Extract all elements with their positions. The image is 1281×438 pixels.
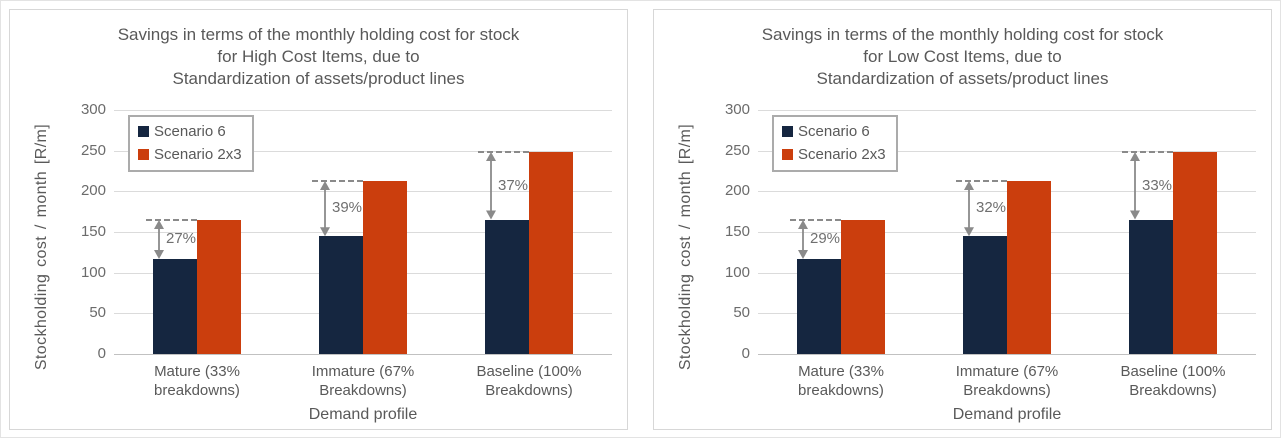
gridline-250 (114, 150, 612, 152)
bar-scenario6-2 (319, 236, 363, 354)
savings-label-3: 33% (1142, 177, 1173, 195)
legend-label: Scenario 6 (798, 123, 870, 140)
bar-scenario2x3-3 (1173, 152, 1217, 354)
gridline-250 (758, 150, 1256, 152)
chart-panel-high-cost: Savings in terms of the monthly holding … (9, 9, 628, 430)
chart-title-line: Standardization of assets/product lines (172, 69, 465, 88)
savings-arrow-3 (1130, 152, 1140, 220)
y-tick-label-200: 200 (724, 182, 750, 200)
legend-marker-icon (782, 126, 793, 137)
savings-arrow-2 (320, 180, 330, 237)
x-axis-tick-labels: Mature (33% breakdowns) Immature (67% Br… (114, 362, 612, 400)
legend-label: Scenario 2x3 (798, 146, 886, 163)
x-axis-title: Demand profile (308, 406, 418, 423)
chart-title-line: Standardization of assets/product lines (816, 69, 1109, 88)
savings-label-3: 37% (498, 177, 529, 195)
bar-scenario6-1 (797, 258, 841, 354)
x-tick-label: Immature (67% Breakdowns) (955, 363, 1059, 399)
legend-item-scenario6: Scenario 6 (782, 123, 886, 140)
savings-label-2: 32% (976, 199, 1007, 217)
savings-label-1: 27% (166, 230, 197, 248)
legend-marker-icon (782, 149, 793, 160)
x-axis-tick-labels: Mature (33% breakdowns) Immature (67% Br… (758, 362, 1256, 400)
y-tick-label-0: 0 (97, 345, 106, 362)
chart-title-line: for Low Cost Items, due to (863, 47, 1062, 66)
chart-title-line: Savings in terms of the monthly holding … (117, 25, 520, 44)
y-tick-label-150: 150 (724, 223, 750, 240)
y-tick-label-100: 100 (724, 263, 750, 281)
savings-arrow-2 (964, 180, 974, 237)
chart-panel-low-cost: Savings in terms of the monthly holding … (653, 9, 1272, 430)
bar-scenario2x3-2 (1007, 180, 1051, 354)
y-tick-label-50: 50 (89, 304, 106, 322)
x-tick-label: Mature (33% breakdowns) (798, 363, 884, 399)
gridline-0 (758, 354, 1256, 355)
legend-item-scenario6: Scenario 6 (138, 123, 242, 140)
legend-label: Scenario 6 (154, 123, 226, 140)
chart-title: Savings in terms of the monthly holding … (10, 24, 627, 90)
savings-arrow-1 (154, 219, 164, 259)
bar-scenario2x3-1 (197, 219, 241, 354)
y-tick-label-250: 250 (724, 141, 750, 159)
plot-area: 0 50 100 150 200 250 300 29% 32% 33% Scenario 6 Sce… (725, 101, 1256, 362)
y-tick-label-100: 100 (80, 263, 106, 281)
y-tick-label-150: 150 (80, 223, 106, 240)
legend-label: Scenario 2x3 (154, 146, 242, 163)
gridline-300 (758, 110, 1256, 111)
y-tick-label-50: 50 (733, 304, 750, 322)
savings-arrow-3 (486, 152, 496, 220)
bar-scenario6-3 (1129, 219, 1173, 354)
chart-title-line: for High Cost Items, due to (217, 47, 420, 66)
savings-dashed-line-1 (146, 218, 197, 221)
legend: Scenario 6 Scenario 2x3 (772, 115, 898, 172)
x-tick-label: Baseline (100% Breakdowns) (1120, 363, 1226, 399)
y-tick-label-250: 250 (80, 141, 106, 159)
savings-dashed-line-3 (478, 151, 529, 154)
savings-dashed-line-3 (1122, 151, 1173, 154)
y-tick-label-0: 0 (741, 345, 750, 362)
bar-scenario6-1 (153, 258, 197, 354)
plot-area: 0 50 100 150 200 250 300 27% 39% 37% Scenario 6 Sce… (81, 101, 612, 362)
savings-dashed-line-2 (312, 179, 363, 182)
y-axis-title: Stockholding cost / month [R/m] (677, 123, 694, 371)
x-tick-label: Baseline (100% Breakdowns) (476, 363, 582, 399)
gridline-0 (114, 354, 612, 355)
legend-marker-icon (138, 149, 149, 160)
y-tick-label-200: 200 (80, 182, 106, 200)
bar-scenario2x3-2 (363, 180, 407, 354)
gridline-300 (114, 110, 612, 111)
legend-item-scenario2x3: Scenario 2x3 (782, 146, 886, 163)
chart-title-line: Savings in terms of the monthly holding … (761, 25, 1164, 44)
bar-scenario6-2 (963, 236, 1007, 354)
savings-label-1: 29% (810, 230, 841, 248)
bar-scenario6-3 (485, 219, 529, 354)
savings-dashed-line-1 (790, 218, 841, 221)
y-tick-label-300: 300 (80, 101, 106, 118)
savings-label-2: 39% (332, 199, 363, 217)
legend-marker-icon (138, 126, 149, 137)
y-tick-label-300: 300 (724, 101, 750, 118)
legend: Scenario 6 Scenario 2x3 (128, 115, 254, 172)
bar-scenario2x3-1 (841, 219, 885, 354)
savings-dashed-line-2 (956, 179, 1007, 182)
legend-item-scenario2x3: Scenario 2x3 (138, 146, 242, 163)
x-axis-title: Demand profile (952, 406, 1062, 423)
bar-scenario2x3-3 (529, 152, 573, 354)
y-axis-title: Stockholding cost / month [R/m] (33, 123, 50, 371)
x-tick-label: Mature (33% breakdowns) (154, 363, 240, 399)
savings-arrow-1 (798, 219, 808, 259)
chart-title: Savings in terms of the monthly holding … (654, 24, 1271, 90)
x-tick-label: Immature (67% Breakdowns) (311, 363, 415, 399)
